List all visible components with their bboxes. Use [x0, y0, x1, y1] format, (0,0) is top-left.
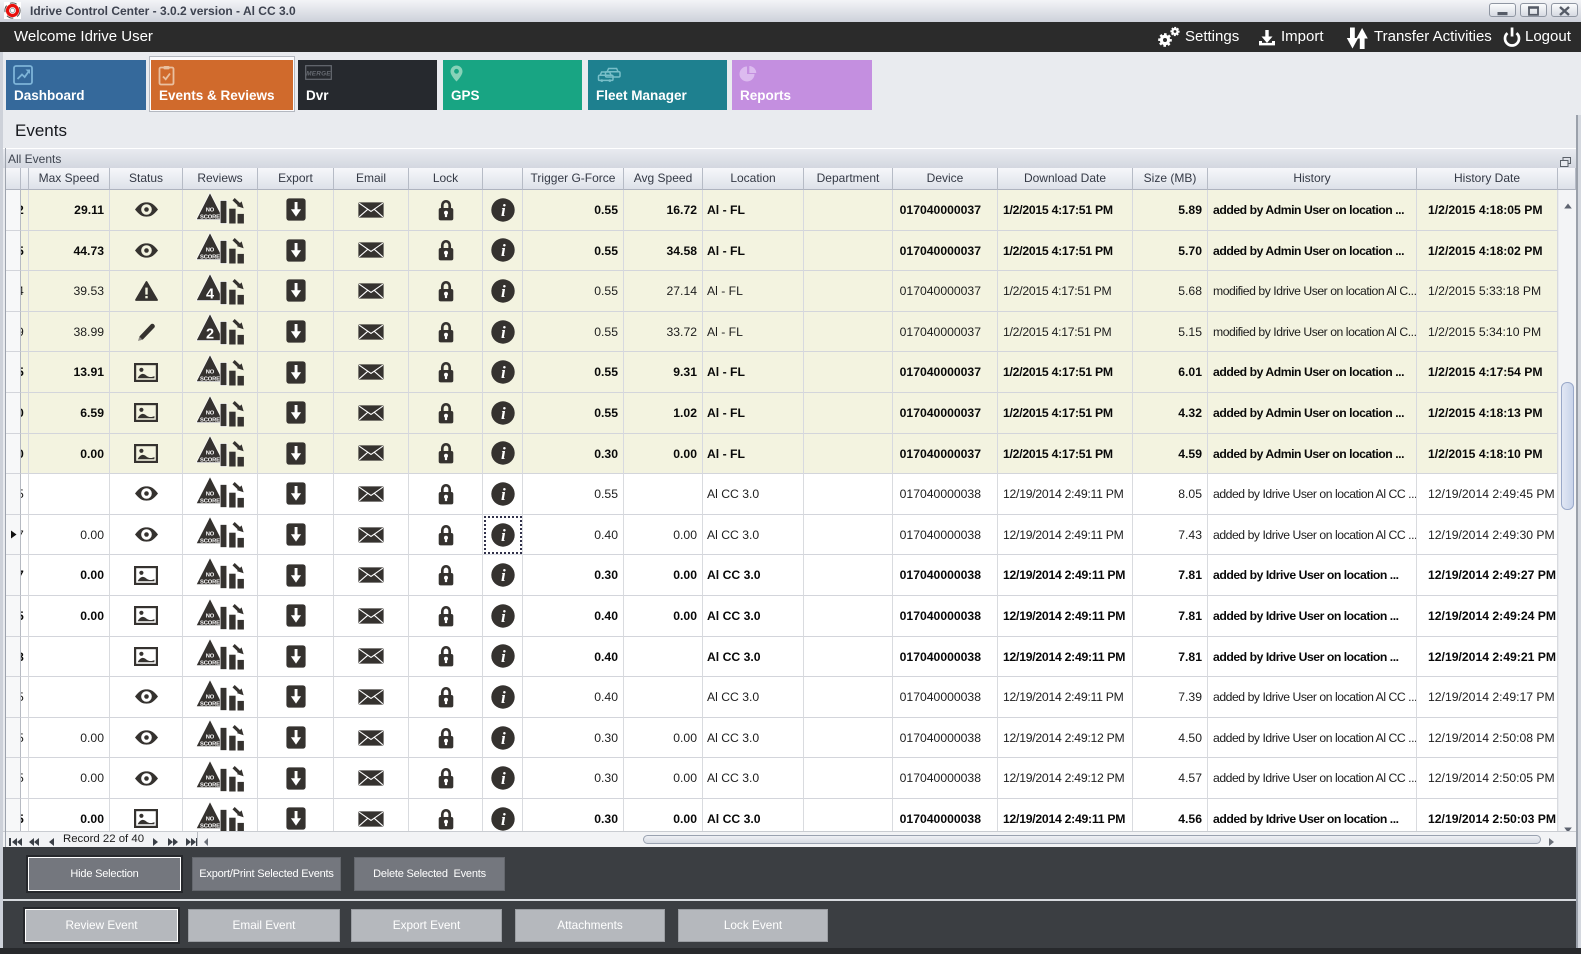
svg-text:NO: NO	[206, 816, 215, 822]
svg-text:i: i	[501, 282, 506, 301]
svg-text:NO: NO	[206, 369, 215, 375]
svg-text:NO: NO	[206, 410, 215, 416]
svg-text:SCORE: SCORE	[200, 823, 220, 829]
svg-text:i: i	[501, 363, 506, 382]
svg-text:SCORE: SCORE	[200, 579, 220, 585]
svg-text:NO: NO	[206, 735, 215, 741]
svg-text:4: 4	[206, 286, 214, 302]
svg-text:NO: NO	[206, 572, 215, 578]
svg-text:i: i	[501, 404, 506, 423]
svg-text:NO: NO	[206, 450, 215, 456]
svg-text:SCORE: SCORE	[200, 782, 220, 788]
svg-text:i: i	[501, 769, 506, 788]
svg-text:SCORE: SCORE	[200, 620, 220, 626]
svg-text:NO: NO	[206, 653, 215, 659]
svg-text:NO: NO	[206, 613, 215, 619]
svg-text:i: i	[501, 647, 506, 666]
svg-text:i: i	[501, 201, 506, 220]
svg-text:SCORE: SCORE	[200, 661, 220, 667]
svg-text:i: i	[501, 444, 506, 463]
svg-text:SCORE: SCORE	[200, 458, 220, 464]
svg-text:SCORE: SCORE	[200, 214, 220, 220]
svg-text:SCORE: SCORE	[200, 742, 220, 748]
svg-text:i: i	[501, 566, 506, 585]
svg-text:i: i	[501, 323, 506, 342]
svg-text:SCORE: SCORE	[200, 255, 220, 261]
svg-text:SCORE: SCORE	[200, 701, 220, 707]
svg-text:i: i	[501, 607, 506, 626]
svg-text:NO: NO	[206, 207, 215, 213]
svg-text:i: i	[501, 526, 506, 545]
svg-text:NO: NO	[206, 775, 215, 781]
svg-text:NO: NO	[206, 491, 215, 497]
svg-text:NO: NO	[206, 247, 215, 253]
svg-text:2: 2	[206, 327, 214, 343]
svg-text:NO: NO	[206, 694, 215, 700]
svg-text:SCORE: SCORE	[200, 498, 220, 504]
svg-text:MERGE: MERGE	[306, 70, 331, 77]
svg-text:i: i	[501, 810, 506, 829]
svg-text:i: i	[501, 241, 506, 260]
svg-text:i: i	[501, 485, 506, 504]
svg-text:i: i	[501, 688, 506, 707]
svg-text:NO: NO	[206, 532, 215, 538]
svg-text:SCORE: SCORE	[200, 539, 220, 545]
svg-text:SCORE: SCORE	[200, 376, 220, 382]
svg-text:i: i	[501, 729, 506, 748]
svg-text:SCORE: SCORE	[200, 417, 220, 423]
